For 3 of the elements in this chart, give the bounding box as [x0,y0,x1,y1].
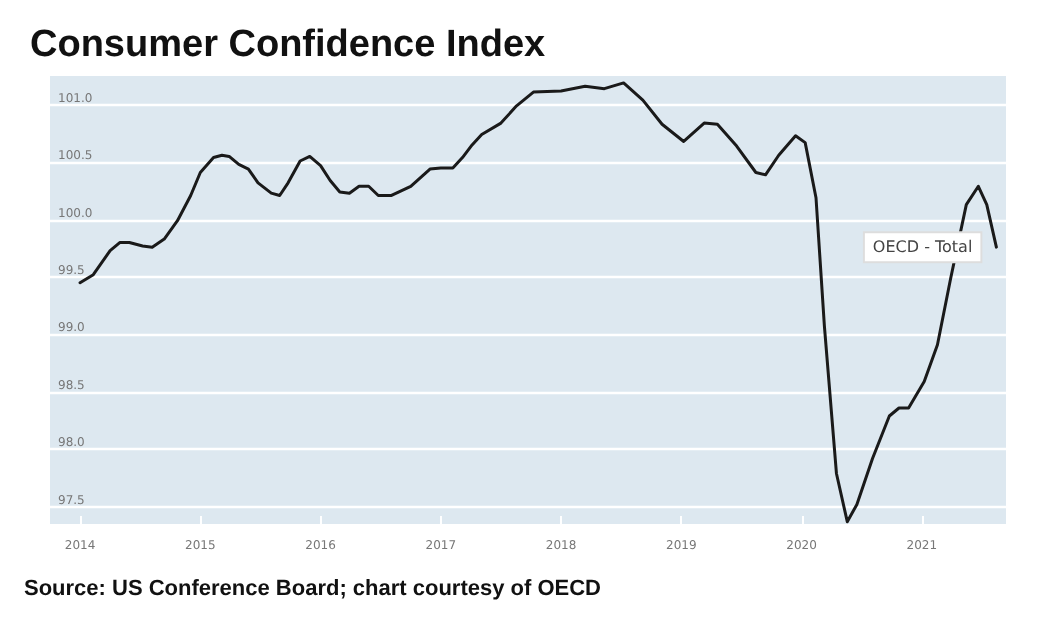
series-label: OECD - Total [872,238,973,257]
chart-title: Consumer Confidence Index [30,24,547,66]
source-note: Source: US Conference Board; chart courtesy of OECD [24,577,602,601]
